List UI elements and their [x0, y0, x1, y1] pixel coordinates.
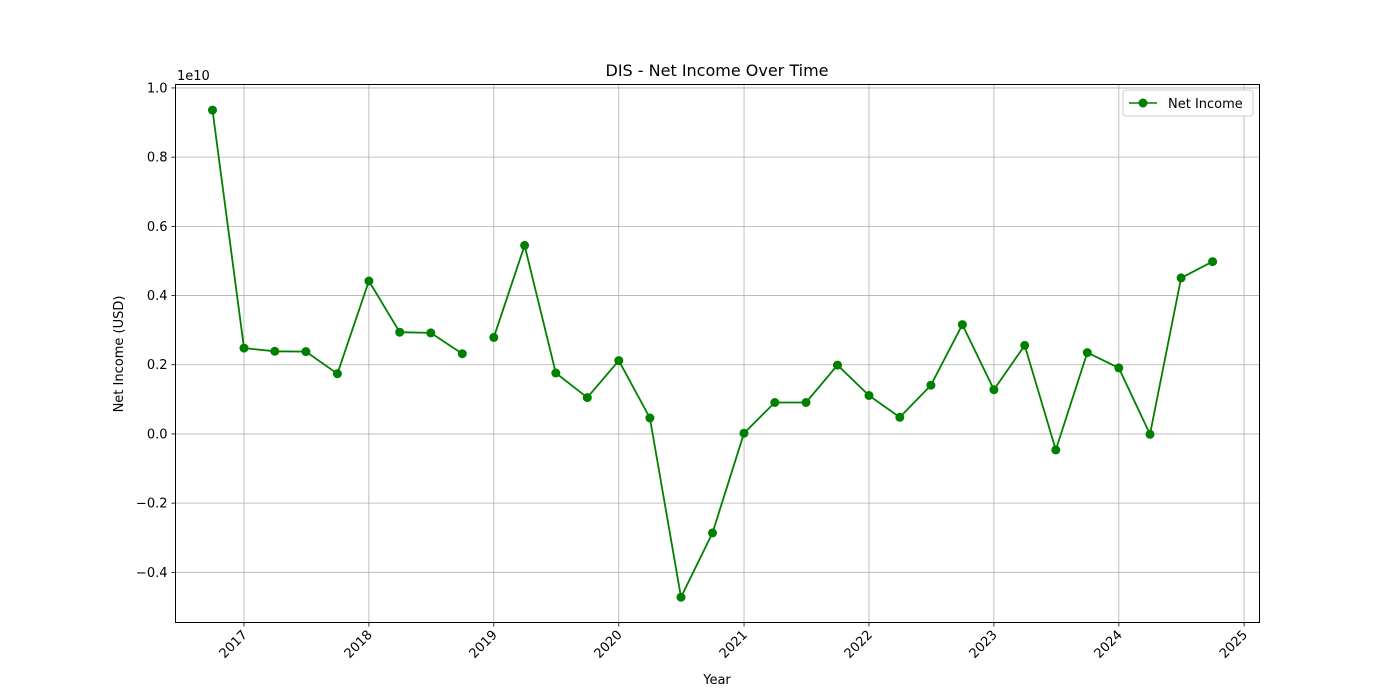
grid-lines — [175, 84, 1260, 623]
data-point — [801, 398, 811, 407]
data-point — [582, 393, 592, 403]
x-tick-label: 2023 — [967, 628, 1001, 662]
legend: Net Income — [1122, 89, 1254, 117]
data-point — [708, 528, 717, 538]
x-tick-label: 2025 — [1217, 628, 1251, 662]
data-point — [770, 398, 780, 407]
y-axis-label: Net Income (USD) — [112, 296, 127, 413]
data-point — [208, 105, 217, 115]
data-point — [833, 360, 842, 370]
data-point — [1051, 445, 1061, 455]
data-point — [676, 592, 686, 602]
legend-marker-icon — [1138, 98, 1148, 108]
data-point — [864, 391, 874, 400]
legend-box — [1122, 89, 1254, 117]
chart-title: DIS - Net Income Over Time — [606, 61, 829, 80]
y-tick-label: 0.8 — [147, 151, 168, 166]
y-tick-label: −0.4 — [136, 566, 168, 581]
y-tick-label: 1.0 — [147, 81, 168, 96]
y-tick-label: 0.4 — [147, 289, 168, 304]
series-line — [492, 244, 1214, 599]
y-tick-label: 0.0 — [147, 427, 168, 442]
x-tick-label: 2017 — [217, 628, 251, 662]
data-point — [1176, 273, 1186, 283]
x-axis-label: Year — [702, 673, 731, 688]
data-point — [989, 385, 999, 395]
data-point — [426, 328, 436, 338]
data-point — [520, 240, 530, 250]
plot-area — [175, 84, 1260, 623]
x-tick-label: 2024 — [1092, 628, 1126, 662]
data-point — [926, 380, 936, 390]
y-tick-label: 0.6 — [147, 220, 168, 235]
data-point — [239, 343, 249, 353]
x-tick-label: 2019 — [467, 628, 501, 662]
data-point — [457, 349, 467, 359]
data-point — [1082, 348, 1092, 358]
data-point — [957, 320, 967, 330]
plot-frame — [175, 84, 1260, 623]
y-tick-label: −0.2 — [136, 497, 168, 512]
data-point — [551, 368, 561, 378]
y-tick-label: 0.2 — [147, 358, 168, 373]
y-axis-offset-text: 1e10 — [177, 69, 210, 84]
data-point — [270, 346, 280, 356]
data-point — [395, 327, 405, 337]
data-point — [1145, 429, 1155, 439]
x-tick-label: 2018 — [342, 628, 376, 662]
data-point — [301, 347, 311, 357]
data-point — [614, 356, 624, 366]
legend-label-net-income: Net Income — [1168, 97, 1243, 112]
data-point — [364, 276, 374, 286]
data-point — [739, 428, 749, 438]
series-layer — [208, 105, 1218, 602]
data-point — [1208, 257, 1218, 267]
data-point — [645, 413, 655, 423]
data-point — [489, 332, 499, 342]
data-point — [1020, 340, 1030, 350]
data-point — [895, 412, 905, 422]
x-tick-label: 2020 — [592, 628, 626, 662]
data-point — [1114, 363, 1124, 373]
data-point — [332, 369, 342, 379]
x-tick-label: 2022 — [842, 628, 876, 662]
x-tick-label: 2021 — [717, 628, 751, 662]
